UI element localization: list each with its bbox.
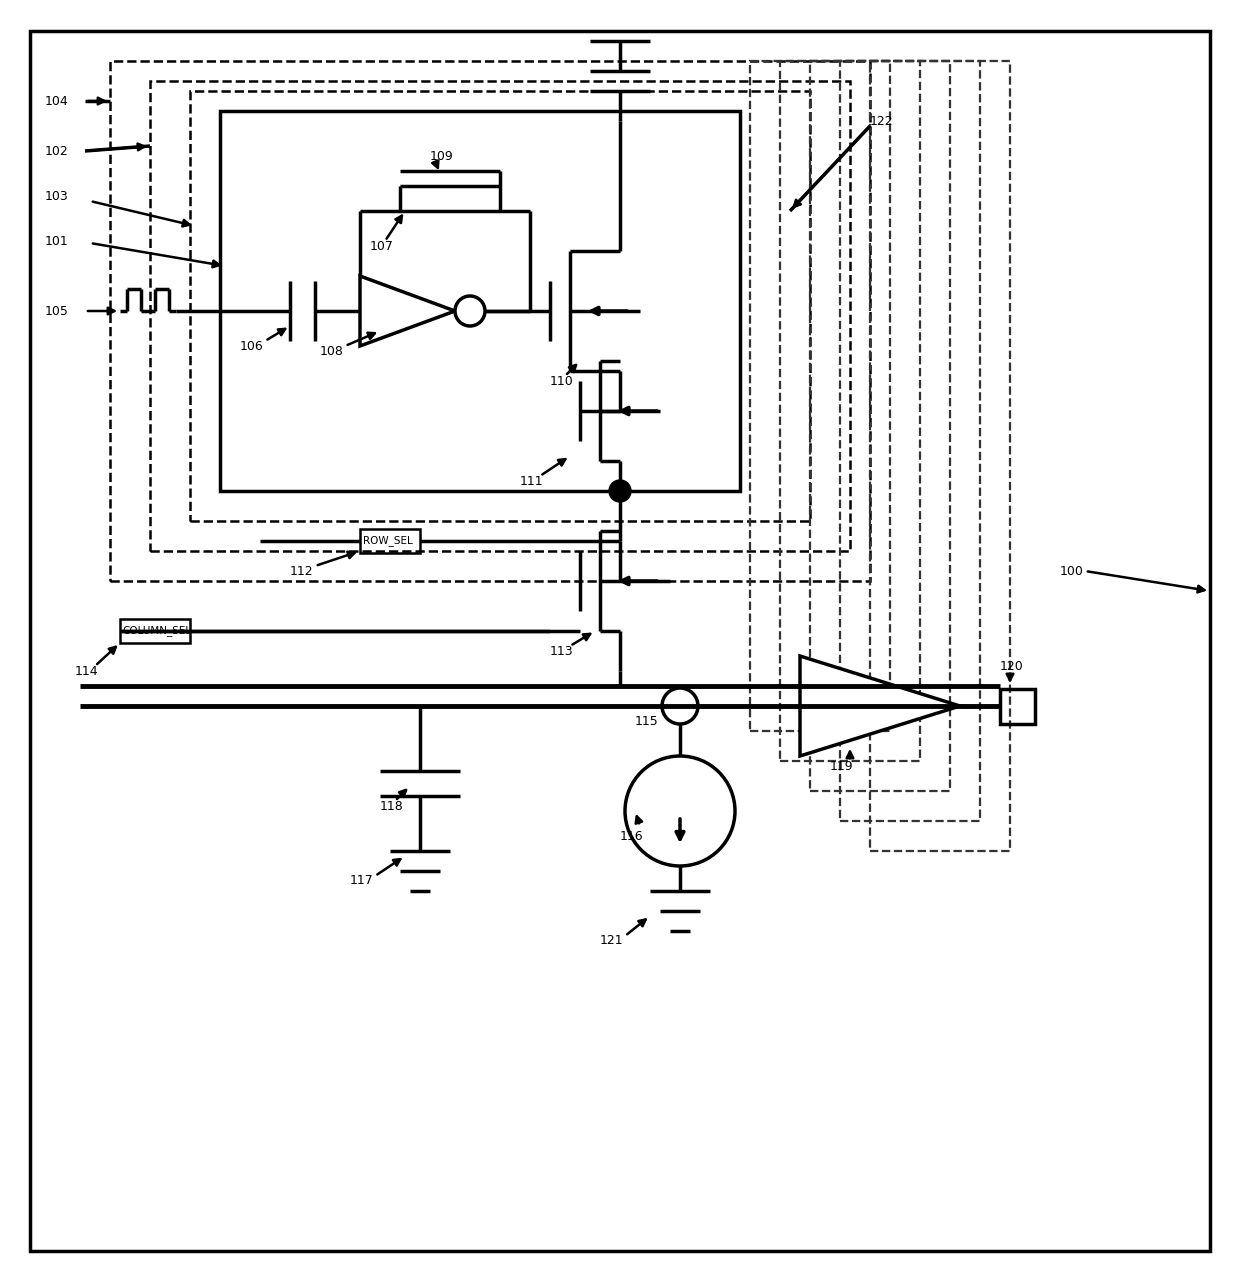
Bar xyxy=(219,112,740,491)
Text: 102: 102 xyxy=(45,145,68,158)
Text: 109: 109 xyxy=(430,150,454,163)
Bar xyxy=(110,62,870,581)
Bar xyxy=(120,619,190,644)
Text: COLUMN_SEL: COLUMN_SEL xyxy=(122,626,191,636)
Text: 111: 111 xyxy=(520,474,543,487)
Text: 105: 105 xyxy=(45,305,69,318)
Text: 121: 121 xyxy=(600,935,624,947)
Text: 106: 106 xyxy=(241,340,264,353)
Text: 110: 110 xyxy=(551,374,574,387)
Bar xyxy=(810,62,950,791)
Bar xyxy=(870,62,1011,851)
Circle shape xyxy=(609,479,631,503)
Bar xyxy=(780,62,920,762)
Polygon shape xyxy=(800,656,960,756)
Text: 120: 120 xyxy=(999,659,1024,673)
Text: 108: 108 xyxy=(320,345,343,358)
Text: 119: 119 xyxy=(830,759,853,773)
Text: 116: 116 xyxy=(620,829,644,842)
Text: 113: 113 xyxy=(551,645,574,658)
Text: 100: 100 xyxy=(1060,564,1084,577)
Text: 118: 118 xyxy=(379,800,404,813)
Circle shape xyxy=(662,688,698,724)
Text: 104: 104 xyxy=(45,95,68,108)
Bar xyxy=(360,529,420,553)
Text: 107: 107 xyxy=(370,240,394,253)
Text: 112: 112 xyxy=(290,564,314,577)
Text: 122: 122 xyxy=(870,114,894,127)
Polygon shape xyxy=(360,276,455,346)
Bar xyxy=(190,91,810,520)
Text: 103: 103 xyxy=(45,190,68,203)
Bar xyxy=(150,81,849,551)
Bar xyxy=(750,62,890,731)
Text: 115: 115 xyxy=(635,714,658,727)
Text: ROW_SEL: ROW_SEL xyxy=(363,536,413,546)
Text: 117: 117 xyxy=(350,874,373,887)
Bar xyxy=(839,62,980,820)
Text: 101: 101 xyxy=(45,235,68,247)
Text: 114: 114 xyxy=(74,664,99,677)
Circle shape xyxy=(455,296,485,326)
Circle shape xyxy=(625,756,735,867)
Bar xyxy=(999,688,1035,723)
